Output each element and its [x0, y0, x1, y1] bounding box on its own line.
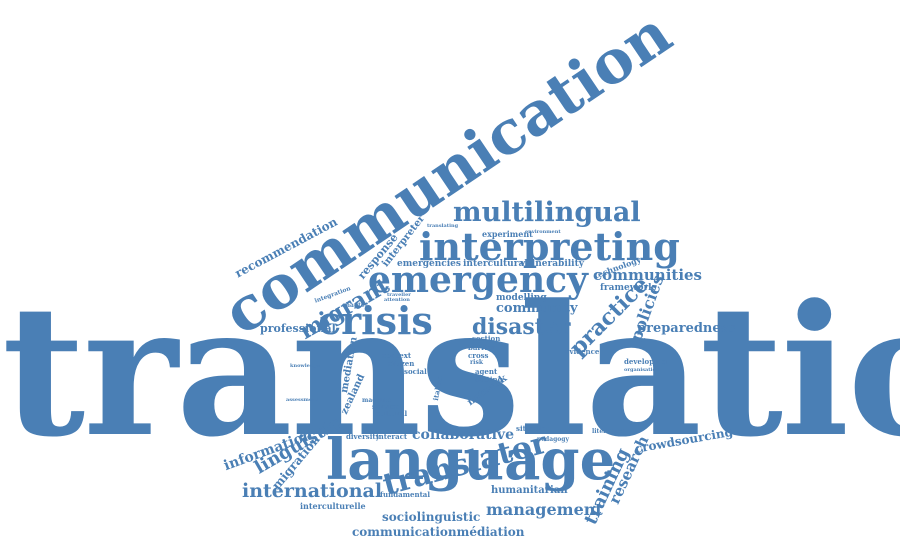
- word-context: context: [382, 351, 412, 360]
- word-sociolinguistic: sociolinguistic: [382, 510, 481, 524]
- word-modelling: modelling: [496, 293, 547, 303]
- word-interculturelle: interculturelle: [300, 501, 366, 511]
- word-environment: environment: [525, 229, 561, 235]
- word-communities: communities: [593, 266, 703, 284]
- word-setting: setting: [475, 375, 503, 384]
- word-emergency: emergency: [368, 259, 588, 301]
- word-evidence: evidence: [565, 347, 600, 356]
- word-language: language: [326, 427, 616, 493]
- word-management: management: [486, 500, 603, 519]
- word-citizen: citizen: [388, 359, 415, 368]
- word-literature: literature: [592, 428, 625, 435]
- word-situation: situation: [516, 424, 552, 433]
- word-fundamental: fundamental: [380, 490, 430, 499]
- word-machine: machine: [362, 397, 391, 404]
- word-vulnerability: vulnerability: [520, 259, 584, 269]
- word-interpreting: interpreting: [419, 224, 680, 269]
- word-cultural: cultural: [376, 409, 408, 418]
- word-traveller: traveller: [387, 292, 411, 298]
- word-social: social: [404, 367, 427, 376]
- word-interact: interact: [376, 432, 408, 441]
- word-professional: professional: [260, 322, 336, 335]
- word-communicationmediation: communicationmédiation: [352, 525, 525, 539]
- word-assessment: assessment: [286, 397, 319, 403]
- word-translating: translating: [427, 223, 459, 229]
- word-framework: framework: [600, 283, 655, 293]
- word-cross: cross: [468, 351, 489, 360]
- word-section: section: [472, 334, 501, 343]
- word-barrier: barrier: [468, 343, 496, 352]
- word-risk: risk: [470, 359, 483, 366]
- word-organisation: organisation: [624, 367, 660, 373]
- word-international: international: [242, 480, 383, 502]
- word-agent: agent: [475, 367, 498, 376]
- word-experiment: experiment: [482, 229, 533, 239]
- word-chapter: chapter: [342, 302, 368, 309]
- word-attention: attention: [384, 297, 410, 303]
- word-community: community: [496, 301, 578, 316]
- word-pedagogy: pedagogy: [537, 436, 569, 443]
- word-collaborative: collaborative: [412, 427, 514, 443]
- word-disaster: disaster: [472, 314, 571, 340]
- word-translation: translation: [2, 266, 900, 477]
- word-diversity: diversity: [346, 432, 380, 441]
- word-developing: developing: [624, 357, 667, 366]
- word-crisis: crisis: [318, 298, 433, 343]
- word-humanitarian: humanitarian: [491, 485, 568, 496]
- word-multilingual: multilingual: [453, 197, 641, 228]
- word-service: service: [372, 402, 400, 411]
- word-knowledge: knowledge: [290, 363, 320, 369]
- word-emergencies: emergencies: [397, 259, 461, 269]
- word-intercultural: intercultural: [463, 259, 528, 269]
- word-preparedness: preparedness: [637, 321, 736, 336]
